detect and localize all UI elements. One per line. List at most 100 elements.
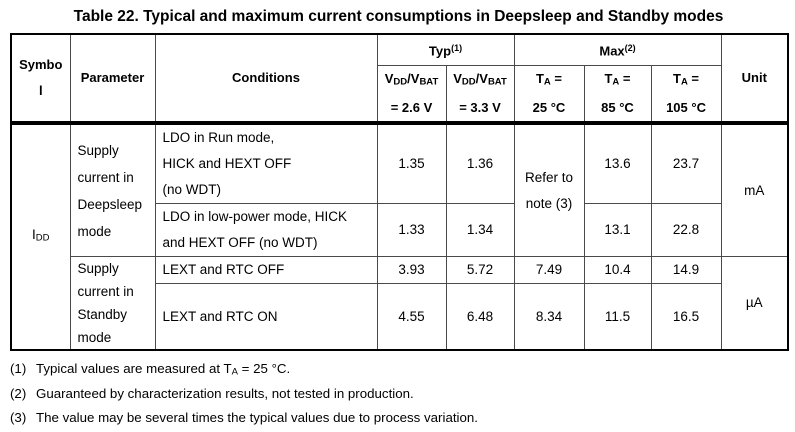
table-row: LDO in low-power mode, HICK and HEXT OFF… (11, 203, 788, 257)
value-cell: 6.48 (445, 283, 515, 351)
header-vdd-2v6: VDD/VBAT = 2.6 V (376, 64, 447, 125)
dd-subscript: DD (461, 76, 476, 87)
t-base: T (604, 70, 613, 86)
cell-symbol-idd: IDD (10, 122, 71, 351)
bat-subscript: BAT (419, 76, 439, 87)
footnote-1: (1) Typical values are measured at TA = … (10, 358, 787, 383)
typ-note-ref: (1) (451, 43, 463, 53)
value-cell: 1.35 (376, 122, 447, 204)
value-cell: 13.6 (583, 122, 652, 204)
bat-subscript: BAT (487, 76, 507, 87)
idd-subscript: DD (35, 232, 50, 244)
conditions-line: LDO in Run mode, (162, 130, 275, 145)
t-base: T (535, 70, 544, 86)
footnote-text: Guaranteed by characterization results, … (36, 383, 787, 408)
footnote-2: (2) Guaranteed by characterization resul… (10, 383, 787, 408)
header-typ-group: Typ(1) (376, 33, 515, 66)
cell-conditions: LDO in low-power mode, HICK and HEXT OFF… (154, 203, 378, 257)
header-max-group: Max(2) (513, 33, 722, 66)
cell-parameter-deepsleep: Supply current in Deepsleep mode (69, 122, 156, 257)
value-cell: 1.33 (376, 203, 447, 257)
header-ta-85: TA = 85 °C (583, 64, 652, 125)
equals-sign: = (619, 70, 631, 86)
value-cell: 4.55 (376, 283, 447, 351)
a-subscript: A (231, 366, 238, 378)
table-row: LEXT and RTC ON 4.55 6.48 8.34 11.5 16.5 (11, 283, 788, 351)
footnote-text: Typical values are measured at TA = 25 °… (36, 358, 787, 383)
conditions-line: (no WDT) (162, 182, 222, 197)
refer-note-line: note (3) (525, 195, 573, 211)
value-cell: 11.5 (583, 283, 652, 351)
conditions-line: LDO in low-power mode, HICK (162, 209, 348, 224)
value-cell: 13.1 (583, 203, 652, 257)
refer-note-line: Refer to (524, 169, 574, 185)
conditions-line: HICK and HEXT OFF (162, 156, 292, 171)
table-row: IDD Supply current in Deepsleep mode LDO… (10, 122, 789, 351)
temperature-value: 85 °C (601, 100, 634, 115)
value-cell: 1.36 (445, 122, 515, 204)
header-sub-row: VDD/VBAT = 2.6 V VDD/VBAT = 3.3 V TA = 2… (11, 64, 788, 125)
v-base: V (384, 70, 394, 86)
unit-cell-ua: µA (720, 256, 789, 351)
footnote-text-post: = 25 °C. (237, 361, 291, 376)
voltage-value: = 2.6 V (390, 100, 433, 115)
typ-label: Typ (428, 43, 452, 59)
footnote-text-pre: Typical values are measured at T (36, 361, 232, 376)
cell-conditions: LDO in Run mode, HICK and HEXT OFF (no W… (154, 122, 378, 204)
header-ta-25: TA = 25 °C (513, 64, 585, 125)
header-group-row: Symbol Parameter Conditions Typ(1) Max(2… (10, 33, 789, 125)
header-symbol: Symbol (10, 33, 71, 125)
vdd-vbat-label: VDD/VBAT (447, 66, 513, 95)
value-cell: 7.49 (513, 255, 585, 285)
value-cell: 16.5 (650, 283, 722, 351)
footnote-number: (3) (10, 410, 27, 425)
unit-cell-ma: mA (720, 122, 789, 257)
ta-label: TA = (515, 66, 583, 95)
consumption-table: Symbol Parameter Conditions Typ(1) Max(2… (10, 33, 790, 351)
vdd-vbat-label: VDD/VBAT (378, 66, 445, 95)
footnote-number: (2) (10, 385, 27, 401)
footnote-text-pre: Guaranteed by characterization results, … (36, 385, 414, 401)
footnote-3: (3) The value may be several times the t… (10, 407, 787, 432)
header-ta-105: TA = 105 °C (650, 64, 722, 125)
value-cell: 5.72 (445, 255, 515, 285)
cell-conditions: LEXT and RTC ON (154, 283, 378, 351)
value-cell: 10.4 (583, 255, 652, 285)
equals-sign: = (687, 70, 700, 86)
v-base: /V (407, 70, 420, 86)
refer-note-cell: Refer to note (3) (513, 122, 585, 257)
temperature-value: 105 °C (666, 100, 706, 115)
a-subscript: A (612, 76, 620, 87)
footnotes: (1) Typical values are measured at TA = … (10, 358, 787, 432)
dd-subscript: DD (393, 76, 408, 87)
value-cell: 3.93 (376, 255, 447, 285)
footnote-number: (1) (10, 361, 27, 376)
max-note-ref: (2) (624, 43, 636, 53)
cell-parameter-standby: Supply current in Standby mode (69, 256, 156, 351)
v-base: /V (475, 70, 488, 86)
temperature-value: 25 °C (532, 100, 566, 115)
a-subscript: A (680, 76, 688, 87)
table-row: Supply current in Standby mode LEXT and … (11, 255, 789, 351)
value-cell: 23.7 (650, 122, 722, 204)
t-base: T (672, 70, 681, 86)
max-label: Max (599, 43, 625, 59)
v-base: V (453, 70, 462, 86)
ta-label: TA = (585, 66, 650, 95)
header-vdd-3v3: VDD/VBAT = 3.3 V (445, 64, 515, 125)
idd-base: I (32, 227, 36, 243)
a-subscript: A (543, 76, 551, 87)
value-cell: 8.34 (513, 283, 585, 351)
cell-conditions: LEXT and RTC OFF (154, 255, 378, 285)
header-unit: Unit (720, 33, 789, 125)
conditions-line: and HEXT OFF (no WDT) (162, 235, 318, 250)
equals-sign: = (550, 70, 563, 86)
ta-label: TA = (652, 66, 720, 95)
table-title: Table 22. Typical and maximum current co… (73, 8, 724, 25)
value-cell: 14.9 (650, 255, 722, 285)
footnote-text: The value may be several times the typic… (36, 407, 787, 432)
header-parameter: Parameter (69, 33, 156, 125)
voltage-value: = 3.3 V (459, 100, 501, 115)
header-conditions: Conditions (154, 33, 378, 125)
value-cell: 22.8 (650, 203, 722, 257)
